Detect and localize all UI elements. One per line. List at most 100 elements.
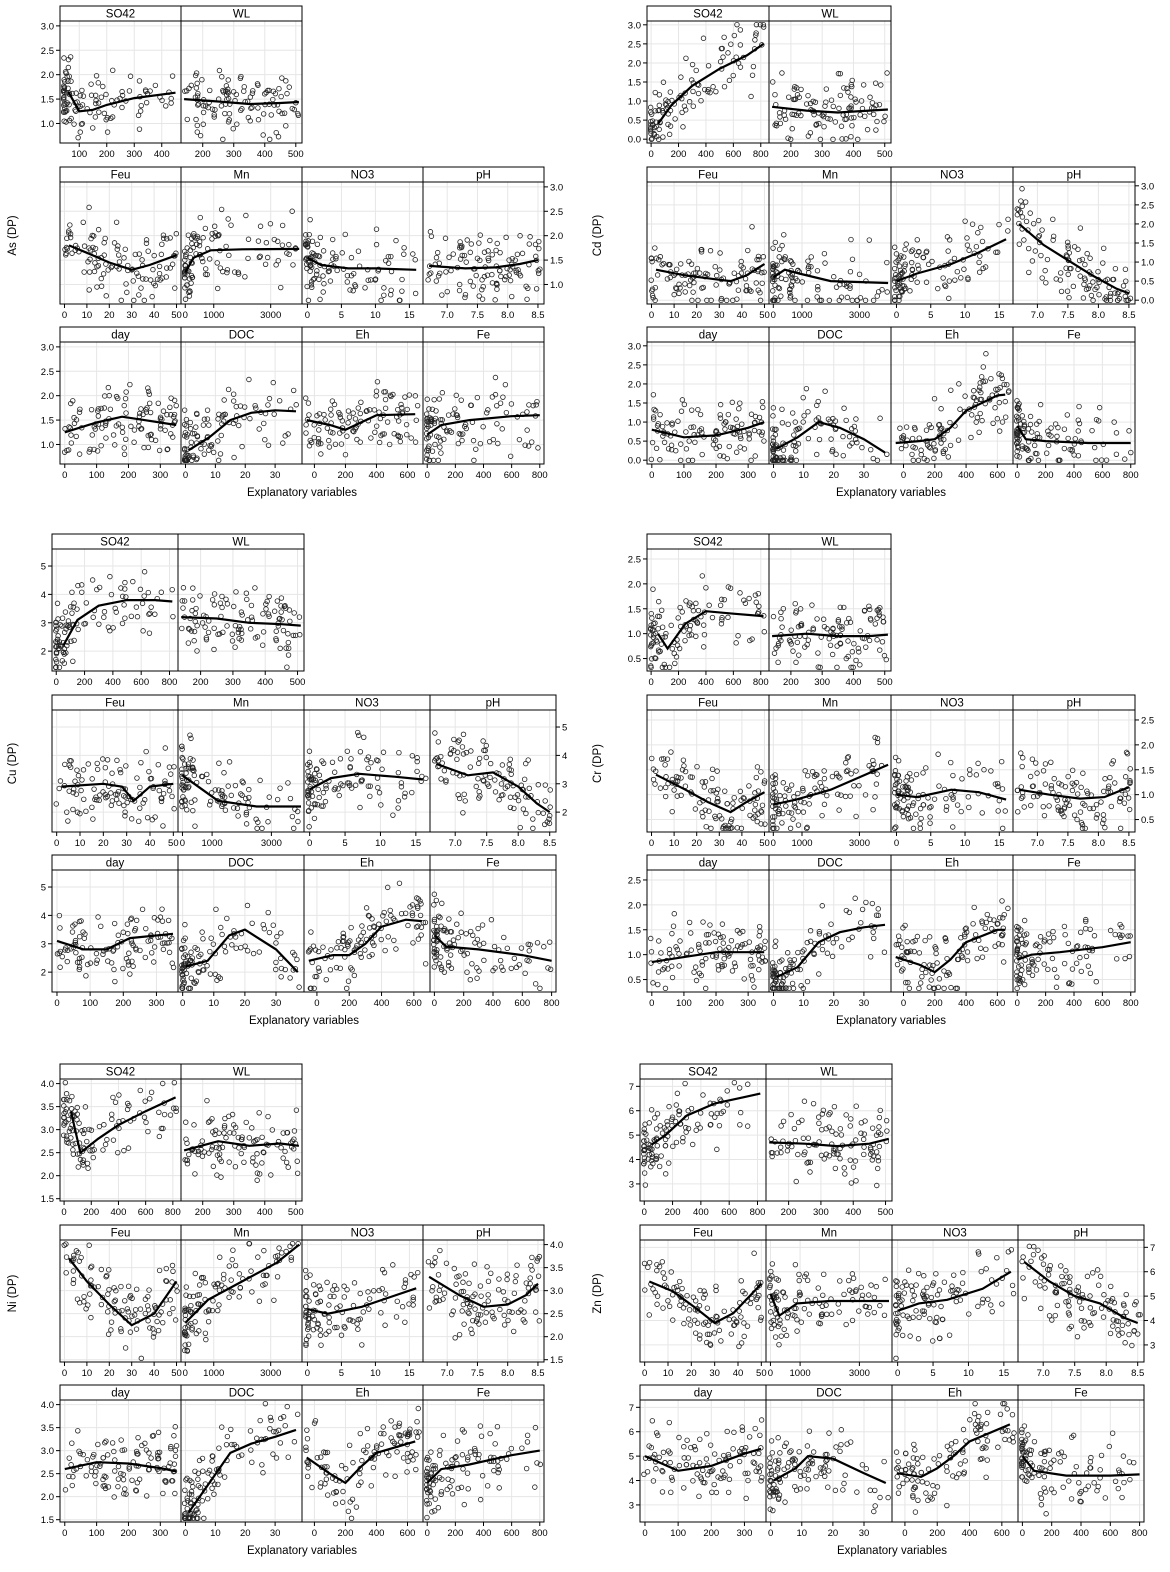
x-tick-label: 100 <box>82 998 98 1009</box>
data-point <box>285 639 291 646</box>
data-point <box>145 385 151 391</box>
x-tick-label: 15 <box>411 838 422 849</box>
data-point <box>1055 424 1061 431</box>
data-point <box>666 131 673 138</box>
data-point <box>261 91 268 97</box>
data-point <box>945 248 951 254</box>
data-point <box>253 405 259 411</box>
data-point <box>313 252 319 259</box>
data-point <box>388 287 394 294</box>
data-point <box>225 783 231 789</box>
data-point <box>310 253 316 260</box>
data-point <box>331 401 338 408</box>
data-point <box>219 931 225 938</box>
data-point <box>248 602 255 609</box>
data-point <box>168 95 174 102</box>
panel-frame <box>646 533 770 672</box>
data-point <box>195 101 202 107</box>
data-point <box>157 277 163 283</box>
data-point <box>958 808 964 815</box>
data-point <box>247 415 253 422</box>
data-point <box>1014 206 1020 212</box>
data-point <box>73 950 79 956</box>
data-point <box>840 452 846 459</box>
data-point <box>777 792 783 799</box>
data-point <box>433 254 440 261</box>
data-point <box>166 764 173 770</box>
strip-label: pH <box>1067 698 1082 710</box>
data-point <box>1078 784 1084 791</box>
data-point <box>537 985 543 992</box>
data-point <box>975 760 981 767</box>
data-point <box>671 911 677 917</box>
data-point <box>717 412 723 418</box>
data-point <box>788 810 795 816</box>
data-point <box>149 293 155 300</box>
data-point <box>652 245 658 251</box>
data-point <box>662 985 669 992</box>
data-point <box>192 72 199 79</box>
data-point <box>732 431 738 437</box>
data-point <box>668 442 675 448</box>
data-point <box>1122 266 1129 273</box>
x-tick-label: 10 <box>370 310 381 321</box>
data-point <box>271 608 278 614</box>
data-point <box>857 628 863 634</box>
data-point <box>182 945 188 951</box>
data-point <box>779 820 785 826</box>
data-point <box>517 233 523 239</box>
x-tick-label: 10 <box>960 310 971 321</box>
data-point <box>1061 445 1068 452</box>
data-point <box>164 265 170 271</box>
data-point <box>357 749 364 755</box>
data-point <box>275 257 281 264</box>
data-point <box>216 411 222 417</box>
data-point <box>678 408 685 414</box>
x-tick-label: 400 <box>257 149 273 160</box>
data-point <box>655 625 661 632</box>
data-point <box>223 88 229 94</box>
data-point <box>295 818 301 825</box>
data-point <box>257 253 263 260</box>
data-point <box>391 937 397 944</box>
data-point <box>1018 198 1024 204</box>
strip-label: Feu <box>111 170 131 182</box>
data-point <box>290 387 297 394</box>
data-point <box>909 259 915 266</box>
data-point <box>948 759 954 766</box>
panel-ph: pH7.0 7.5 8.0 8.5 <box>429 694 557 849</box>
data-point <box>699 451 705 458</box>
data-point <box>70 806 76 813</box>
data-point <box>806 269 812 276</box>
data-point <box>504 945 511 952</box>
data-point <box>656 126 662 133</box>
y-tick-label: 3 <box>41 618 46 629</box>
data-point <box>866 603 872 610</box>
data-point <box>119 620 126 627</box>
data-point <box>75 134 81 141</box>
data-point <box>390 812 396 818</box>
data-point <box>152 437 159 444</box>
data-point <box>462 291 469 298</box>
y-tick-label: 5 <box>41 883 46 894</box>
data-point <box>202 624 208 630</box>
data-point <box>320 248 327 254</box>
data-point <box>533 253 539 260</box>
data-point <box>67 222 73 228</box>
data-point <box>103 293 109 299</box>
data-point <box>206 422 212 428</box>
data-point <box>1044 256 1051 263</box>
data-point <box>76 409 83 415</box>
data-point <box>1018 784 1024 790</box>
data-point <box>238 609 245 615</box>
data-point <box>122 579 128 586</box>
data-point <box>961 266 967 272</box>
data-point <box>436 396 443 402</box>
data-point <box>232 644 238 650</box>
strip-label: WL <box>232 537 250 549</box>
data-point <box>693 977 700 984</box>
data-point <box>311 771 318 777</box>
data-point <box>526 402 532 408</box>
data-point <box>362 285 368 291</box>
